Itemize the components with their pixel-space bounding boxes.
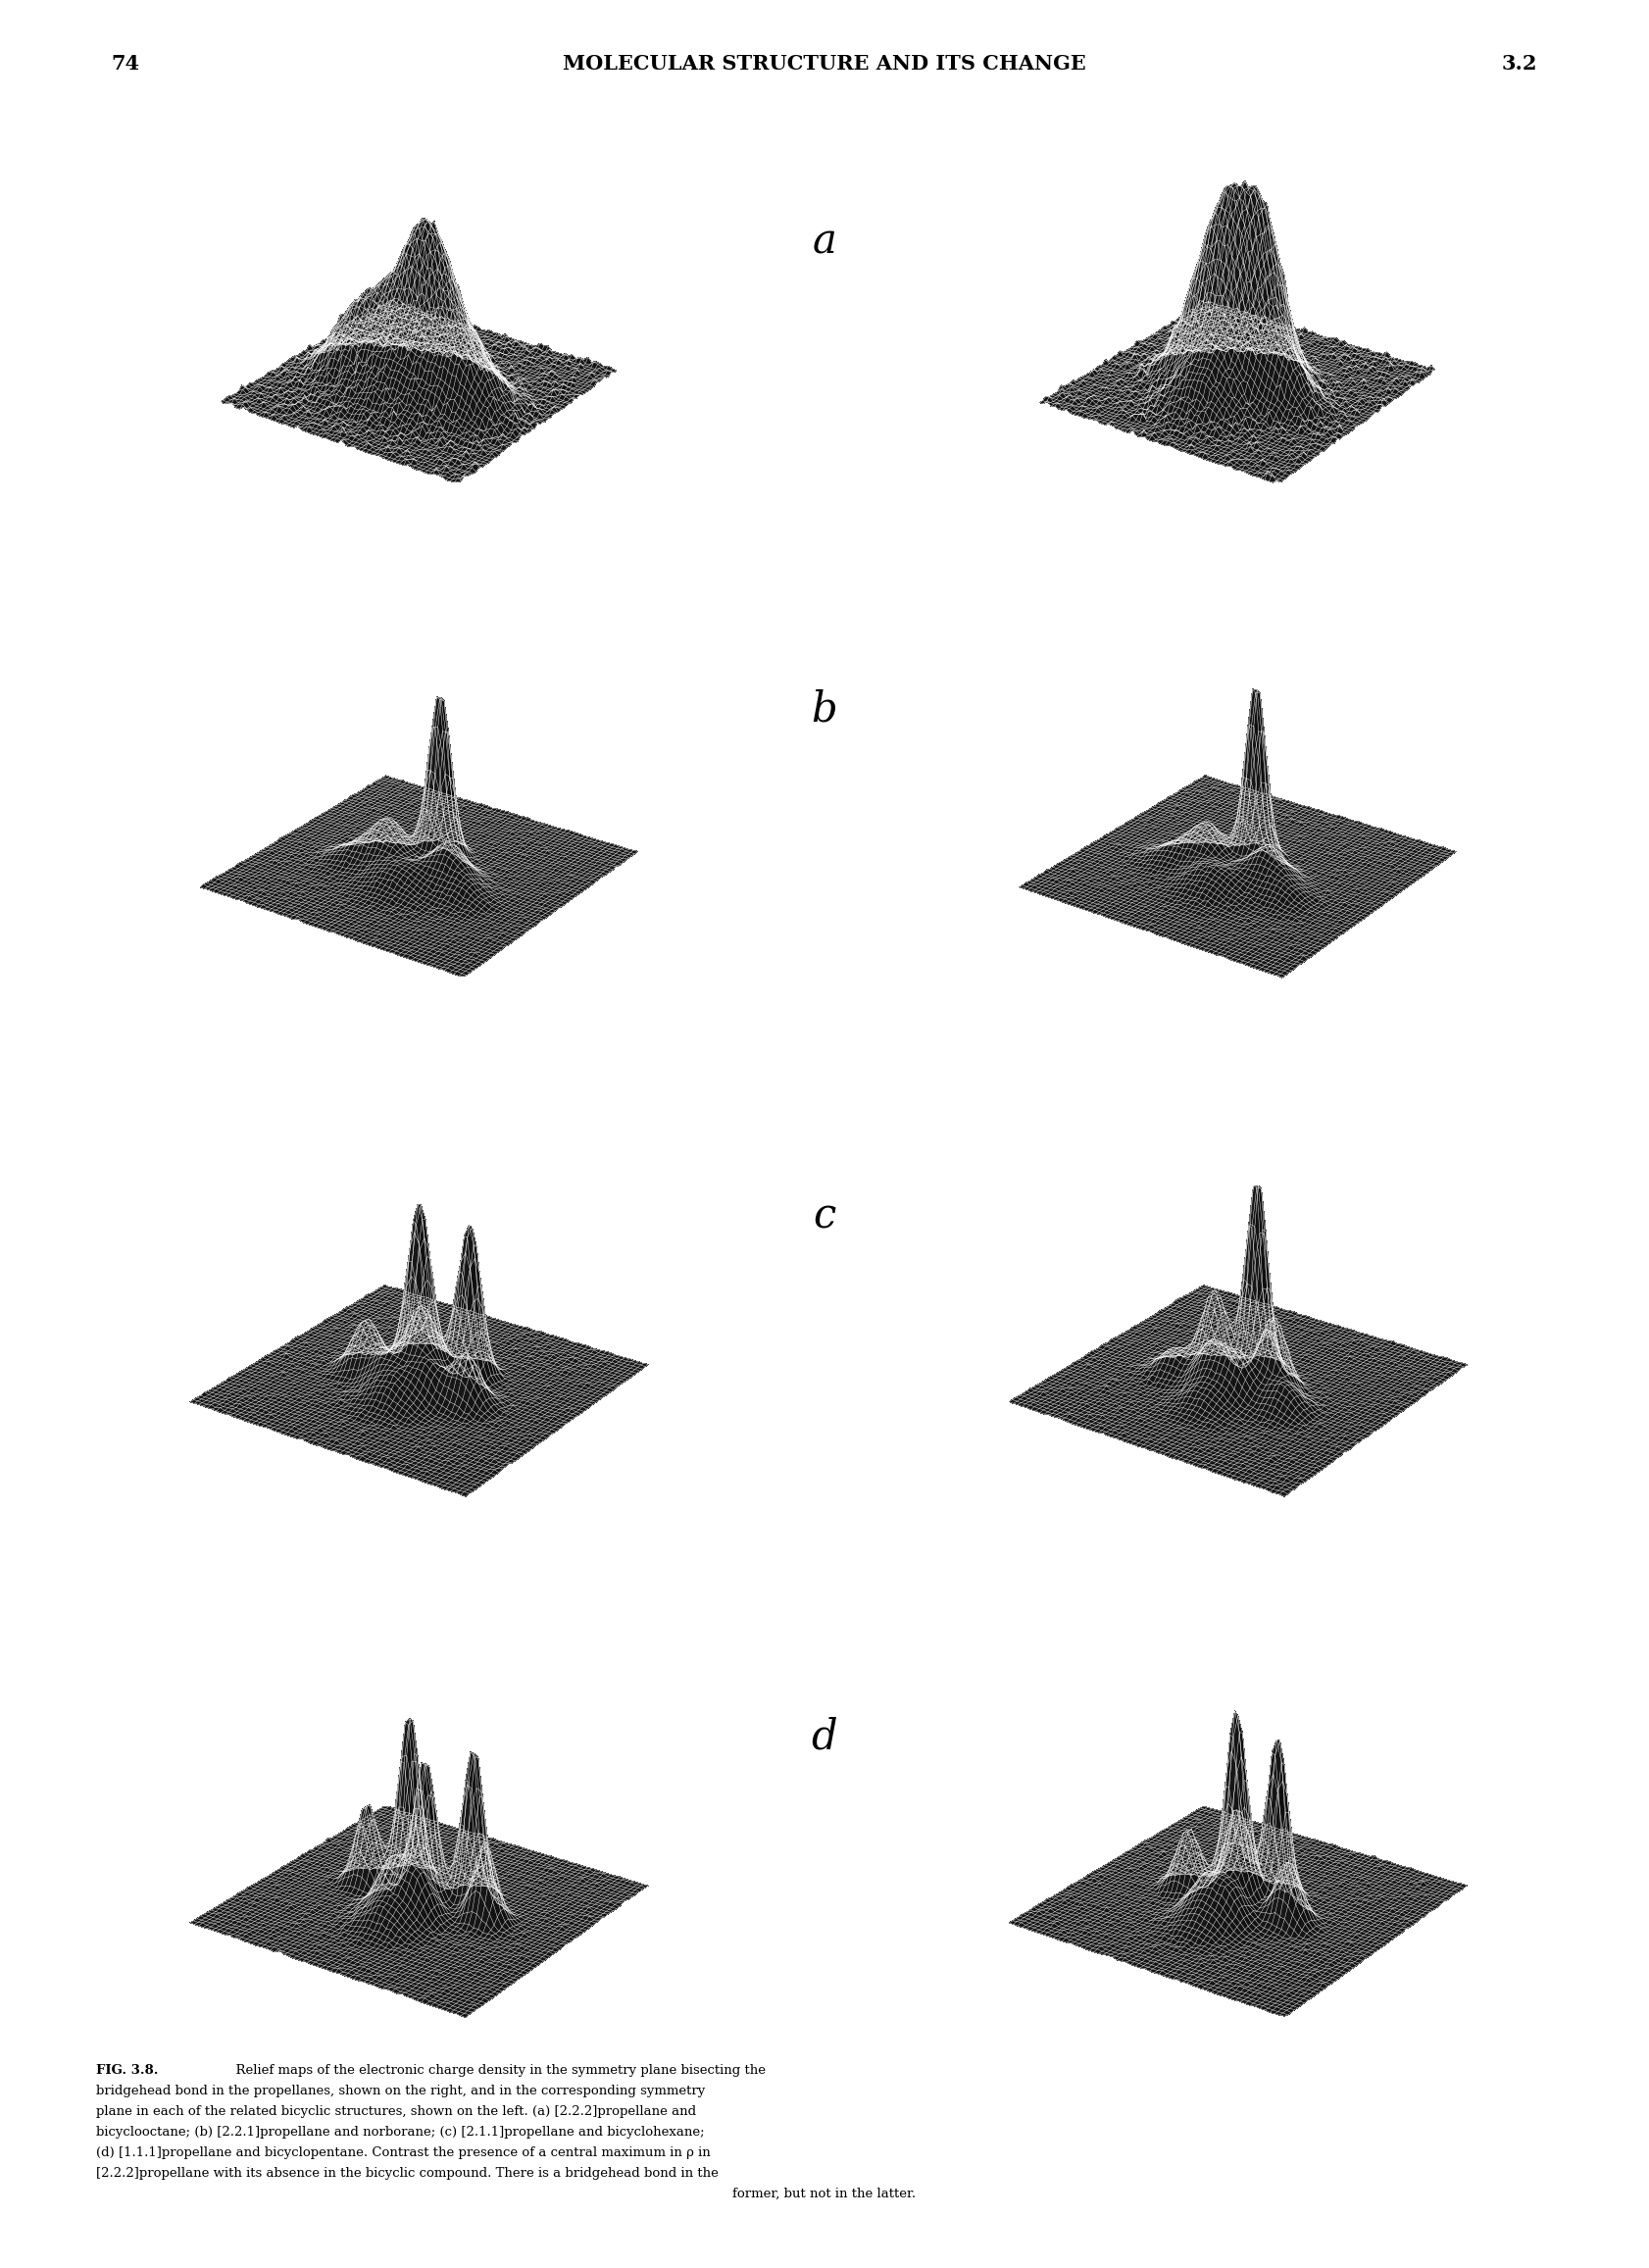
Text: b: b [811, 689, 838, 730]
Text: bicyclooctane; (b) [2.2.1]propellane and norborane; (c) [2.1.1]propellane and bi: bicyclooctane; (b) [2.2.1]propellane and… [96, 2125, 704, 2139]
Text: Relief maps of the electronic charge density in the symmetry plane bisecting the: Relief maps of the electronic charge den… [228, 2064, 765, 2077]
Text: 3.2: 3.2 [1502, 54, 1537, 73]
Text: bridgehead bond in the propellanes, shown on the right, and in the corresponding: bridgehead bond in the propellanes, show… [96, 2084, 706, 2098]
Text: MOLECULAR STRUCTURE AND ITS CHANGE: MOLECULAR STRUCTURE AND ITS CHANGE [562, 54, 1087, 73]
Text: d: d [811, 1717, 838, 1758]
Text: plane in each of the related bicyclic structures, shown on the left. (a) [2.2.2]: plane in each of the related bicyclic st… [96, 2105, 696, 2118]
Text: FIG. 3.8.: FIG. 3.8. [96, 2064, 158, 2077]
Text: former, but not in the latter.: former, but not in the latter. [732, 2186, 917, 2200]
Text: c: c [813, 1195, 836, 1236]
Text: 74: 74 [112, 54, 140, 73]
Text: [2.2.2]propellane with its absence in the bicyclic compound. There is a bridgehe: [2.2.2]propellane with its absence in th… [96, 2166, 719, 2180]
Text: a: a [813, 222, 836, 263]
Text: (d) [1.1.1]propellane and bicyclopentane. Contrast the presence of a central max: (d) [1.1.1]propellane and bicyclopentane… [96, 2146, 711, 2159]
